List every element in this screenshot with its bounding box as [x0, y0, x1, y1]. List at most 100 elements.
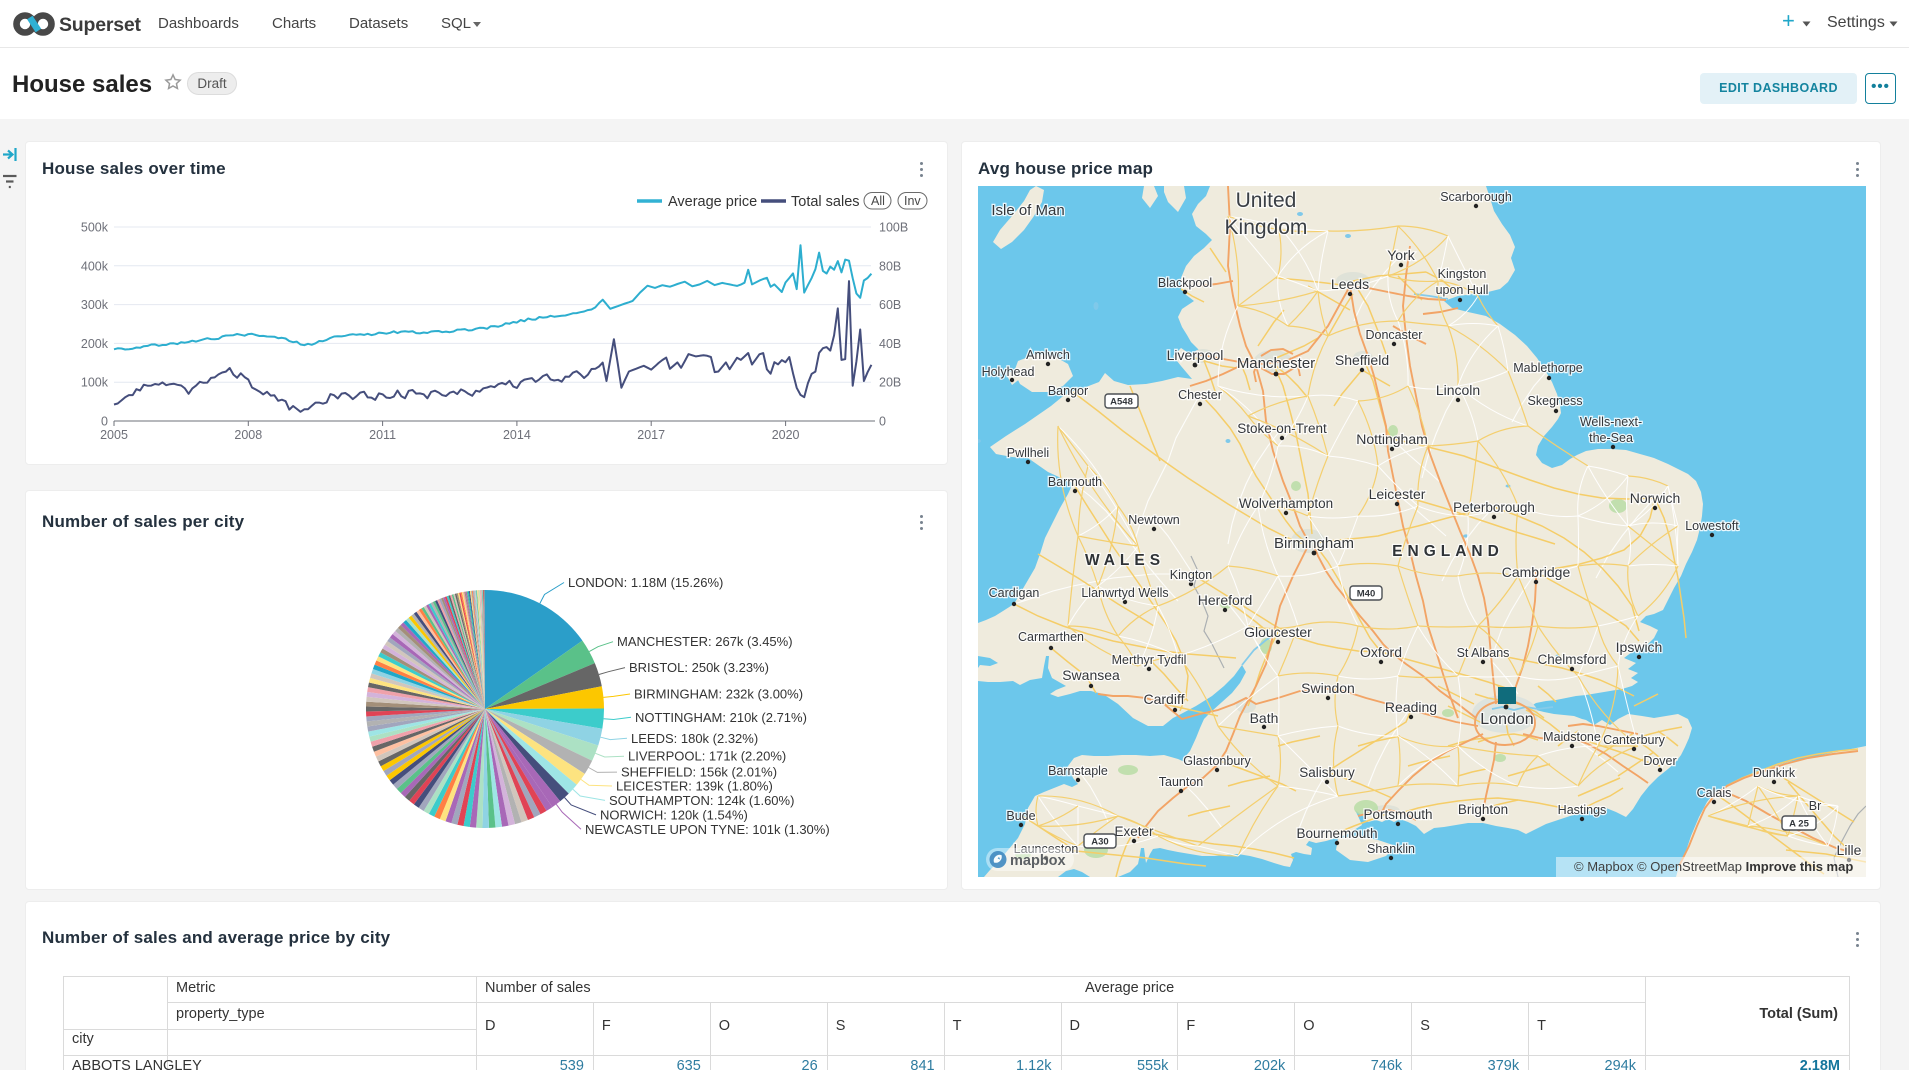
svg-text:Taunton: Taunton [1159, 775, 1204, 789]
svg-text:Kingdom: Kingdom [1225, 216, 1308, 239]
svg-text:Skegness: Skegness [1528, 394, 1583, 408]
svg-text:Exeter: Exeter [1114, 824, 1154, 839]
svg-text:300k: 300k [81, 298, 109, 312]
svg-text:Total sales: Total sales [791, 194, 860, 210]
svg-text:© Mapbox © OpenStreetMap Impro: © Mapbox © OpenStreetMap Improve this ma… [1574, 859, 1853, 874]
svg-text:Lincoln: Lincoln [1436, 382, 1480, 398]
svg-text:Oxford: Oxford [1360, 644, 1402, 660]
svg-text:Kington: Kington [1170, 568, 1212, 582]
svg-text:Kingston: Kingston [1438, 267, 1487, 281]
svg-text:Cardigan: Cardigan [989, 586, 1040, 600]
svg-text:Salisbury: Salisbury [1299, 765, 1355, 780]
svg-text:Birmingham: Birmingham [1274, 535, 1354, 552]
svg-text:St Albans: St Albans [1457, 646, 1510, 660]
svg-text:York: York [1387, 247, 1416, 263]
svg-text:Liverpool: Liverpool [1167, 347, 1224, 363]
svg-text:Canterbury: Canterbury [1603, 733, 1666, 747]
svg-text:A548: A548 [1110, 397, 1133, 408]
svg-text:United: United [1236, 189, 1297, 212]
svg-text:Doncaster: Doncaster [1366, 328, 1423, 342]
svg-text:Carmarthen: Carmarthen [1018, 630, 1084, 644]
svg-text:Nottingham: Nottingham [1356, 431, 1428, 447]
svg-text:0: 0 [879, 415, 886, 429]
svg-text:Isle of Man: Isle of Man [991, 202, 1064, 219]
svg-text:BRISTOL: 250k (3.23%): BRISTOL: 250k (3.23%) [629, 660, 769, 675]
svg-text:2011: 2011 [369, 428, 396, 442]
svg-text:Ipswich: Ipswich [1616, 639, 1663, 655]
svg-text:Llanwrtyd Wells: Llanwrtyd Wells [1081, 586, 1168, 600]
svg-text:Hastings: Hastings [1558, 803, 1607, 817]
svg-text:Shanklin: Shanklin [1367, 842, 1415, 856]
svg-text:A30: A30 [1091, 837, 1108, 848]
svg-text:A 25: A 25 [1789, 819, 1809, 830]
svg-text:ENGLAND: ENGLAND [1392, 543, 1504, 560]
svg-text:Lowestoft: Lowestoft [1685, 519, 1739, 533]
svg-text:Bangor: Bangor [1048, 384, 1088, 398]
svg-text:Barmouth: Barmouth [1048, 475, 1102, 489]
svg-text:2008: 2008 [234, 428, 262, 442]
svg-text:Barnstaple: Barnstaple [1048, 764, 1108, 778]
svg-text:MANCHESTER: 267k (3.45%): MANCHESTER: 267k (3.45%) [617, 634, 793, 649]
svg-text:2017: 2017 [637, 428, 665, 442]
svg-text:500k: 500k [81, 221, 109, 235]
svg-text:Launceston: Launceston [1014, 842, 1079, 856]
svg-text:Hereford: Hereford [1198, 592, 1252, 608]
svg-text:LONDON: 1.18M (15.26%): LONDON: 1.18M (15.26%) [568, 575, 723, 590]
svg-text:LIVERPOOL: 171k (2.20%): LIVERPOOL: 171k (2.20%) [628, 749, 786, 764]
svg-text:60B: 60B [879, 298, 901, 312]
svg-text:Reading: Reading [1385, 699, 1437, 715]
svg-text:Manchester: Manchester [1237, 355, 1315, 372]
svg-text:80B: 80B [879, 259, 901, 273]
svg-text:Dover: Dover [1643, 754, 1676, 768]
svg-text:BIRMINGHAM: 232k (3.00%): BIRMINGHAM: 232k (3.00%) [634, 687, 803, 702]
svg-text:Pwllheli: Pwllheli [1007, 446, 1049, 460]
svg-text:Inv: Inv [904, 194, 921, 208]
svg-text:All: All [871, 194, 885, 208]
svg-text:Chester: Chester [1178, 388, 1222, 402]
svg-text:Portsmouth: Portsmouth [1363, 807, 1432, 822]
svg-text:2020: 2020 [772, 428, 800, 442]
svg-text:2005: 2005 [100, 428, 128, 442]
svg-text:mapbox: mapbox [1010, 853, 1066, 869]
svg-text:Gloucester: Gloucester [1244, 624, 1312, 640]
svg-text:LEICESTER: 139k (1.80%): LEICESTER: 139k (1.80%) [616, 779, 773, 794]
svg-text:Wells-next-: Wells-next- [1580, 415, 1642, 429]
svg-text:Swindon: Swindon [1301, 680, 1355, 696]
svg-text:WALES: WALES [1085, 552, 1165, 569]
svg-text:Scarborough: Scarborough [1440, 190, 1512, 204]
svg-text:Br: Br [1809, 799, 1822, 813]
svg-text:Leicester: Leicester [1369, 486, 1426, 502]
svg-text:Bath: Bath [1250, 710, 1279, 726]
svg-text:Mablethorpe: Mablethorpe [1513, 361, 1583, 375]
svg-text:Wolverhampton: Wolverhampton [1239, 496, 1333, 511]
svg-text:Bournemouth: Bournemouth [1296, 826, 1377, 841]
svg-text:NORWICH: 120k (1.54%): NORWICH: 120k (1.54%) [600, 807, 748, 822]
svg-text:100k: 100k [81, 376, 109, 390]
svg-text:Glastonbury: Glastonbury [1183, 754, 1251, 768]
svg-text:Chelmsford: Chelmsford [1537, 652, 1606, 667]
svg-text:Bude: Bude [1006, 809, 1035, 823]
svg-text:100B: 100B [879, 221, 908, 235]
svg-text:SOUTHAMPTON: 124k (1.60%): SOUTHAMPTON: 124k (1.60%) [609, 793, 794, 808]
svg-text:400k: 400k [81, 259, 109, 273]
svg-text:Sheffield: Sheffield [1335, 352, 1389, 368]
svg-text:upon Hull: upon Hull [1436, 283, 1489, 297]
svg-text:40B: 40B [879, 337, 901, 351]
svg-text:Dunkirk: Dunkirk [1753, 766, 1796, 780]
svg-text:Lille: Lille [1837, 842, 1862, 858]
svg-text:Blackpool: Blackpool [1158, 276, 1212, 290]
svg-text:2014: 2014 [503, 428, 531, 442]
svg-text:Swansea: Swansea [1062, 667, 1120, 683]
svg-text:London: London [1480, 711, 1533, 728]
svg-text:Superset: Superset [59, 14, 142, 36]
svg-text:Calais: Calais [1697, 786, 1732, 800]
svg-text:200k: 200k [81, 337, 109, 351]
svg-text:0: 0 [101, 415, 108, 429]
svg-text:Newtown: Newtown [1128, 513, 1179, 527]
svg-text:the-Sea: the-Sea [1589, 431, 1633, 445]
svg-text:Average price: Average price [668, 194, 757, 210]
svg-text:SHEFFIELD: 156k (2.01%): SHEFFIELD: 156k (2.01%) [621, 765, 777, 780]
svg-text:Stoke-on-Trent: Stoke-on-Trent [1237, 421, 1327, 436]
svg-text:Cardiff: Cardiff [1144, 691, 1185, 707]
svg-text:Amlwch: Amlwch [1026, 348, 1070, 362]
